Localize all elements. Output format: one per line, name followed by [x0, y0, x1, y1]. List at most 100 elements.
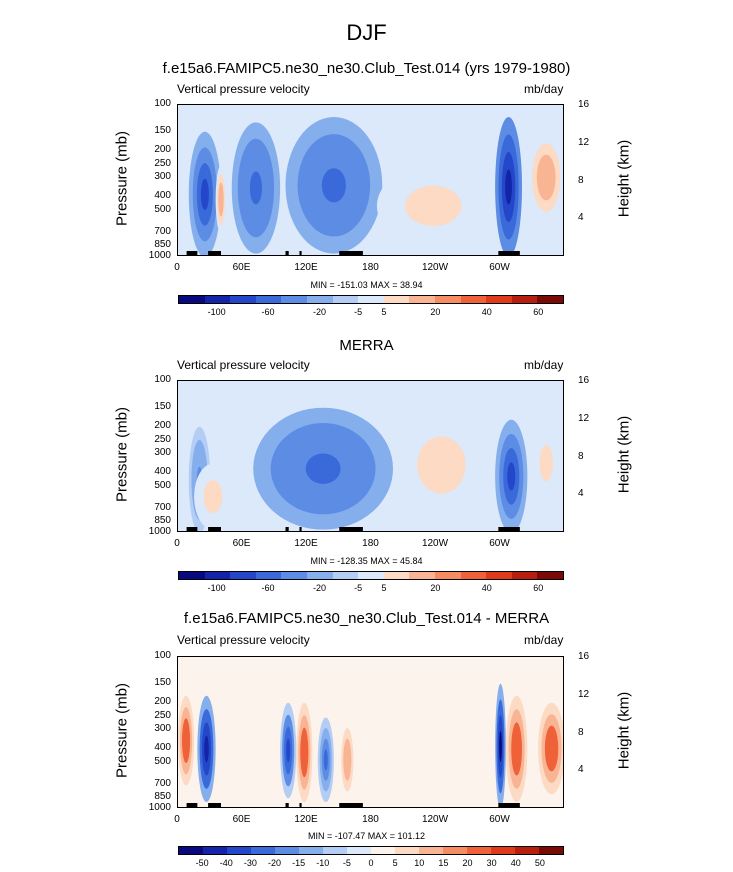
contour-region [302, 739, 307, 765]
units-label: mb/day [524, 82, 564, 96]
longitude-tick-label: 180 [362, 262, 379, 273]
y-axis-title: Pressure (mb) [113, 682, 131, 779]
variable-label: Vertical pressure velocity [177, 633, 310, 647]
contour-region [204, 735, 209, 763]
colorbar-segment [227, 847, 251, 854]
contour-region [345, 749, 350, 771]
contour-region [507, 462, 516, 491]
colorbar-segment [358, 296, 384, 303]
longitude-tick-label: 60W [489, 538, 510, 549]
min-max-text: MIN = -128.35 MAX = 45.84 [310, 556, 423, 566]
colorbar-segment [255, 296, 282, 303]
colorbar-segment [323, 847, 347, 854]
colorbar-segment [486, 296, 512, 303]
contour-region [505, 169, 512, 205]
pressure-tick-label: 250 [154, 434, 171, 446]
contour-region [429, 450, 454, 480]
height-tick-label: 4 [578, 212, 584, 224]
topography-mask [186, 803, 198, 807]
topography-mask [299, 527, 302, 531]
variable-label: Vertical pressure velocity [177, 82, 310, 96]
longitude-tick-label: 180 [362, 538, 379, 549]
colorbar-label: -30 [243, 858, 257, 868]
height-tick-label: 12 [578, 412, 590, 424]
colorbar [178, 846, 564, 855]
colorbar-segment [443, 847, 467, 854]
longitude-tick-label: 0 [174, 262, 180, 273]
colorbar-label: -60 [261, 583, 275, 593]
pressure-tick-label: 850 [154, 791, 171, 803]
variable-label: Vertical pressure velocity [177, 358, 310, 372]
y-axis-title: Pressure (mb) [113, 406, 131, 503]
colorbar-segment [409, 572, 435, 579]
min-max-text: MIN = -107.47 MAX = 101.12 [307, 831, 426, 841]
colorbar-label: -40 [219, 858, 233, 868]
colorbar [178, 571, 564, 580]
longitude-tick-label: 120E [294, 262, 318, 273]
contour-region [249, 171, 262, 205]
longitude-tick-label: 60E [232, 262, 251, 273]
pressure-tick-label: 400 [154, 189, 171, 201]
topography-mask [186, 527, 198, 531]
colorbar-label: -20 [267, 858, 281, 868]
pressure-tick-label: 400 [154, 465, 171, 477]
colorbar-label: 5 [381, 307, 387, 317]
colorbar-segment [537, 572, 563, 579]
contour-region [541, 166, 551, 189]
colorbar-label: 5 [381, 583, 387, 593]
contour-region [305, 453, 341, 484]
pressure-tick-label: 200 [154, 419, 171, 431]
longitude-tick-label: 60W [489, 262, 510, 273]
topography-mask [285, 527, 289, 531]
colorbar-segment [281, 572, 307, 579]
longitude-tick-label: 120W [421, 538, 449, 549]
colorbar-segment [383, 296, 410, 303]
colorbar-label: 40 [481, 583, 492, 593]
colorbar-segment [251, 847, 275, 854]
height-tick-label: 16 [578, 375, 590, 387]
colorbar-label: -15 [292, 858, 306, 868]
topography-mask [186, 251, 198, 255]
pressure-tick-label: 250 [154, 158, 171, 170]
colorbar-segment [460, 572, 487, 579]
contour-region [184, 729, 189, 752]
heatmap-svg [178, 105, 563, 255]
colorbar-segment [434, 296, 461, 303]
heatmap-plot [177, 380, 564, 532]
topography-mask [339, 803, 363, 807]
pressure-tick-label: 700 [154, 226, 171, 238]
height-tick-label: 12 [578, 136, 590, 148]
colorbar-label: 20 [430, 307, 441, 317]
colorbar-segment [467, 847, 491, 854]
longitude-tick-label: 60E [232, 814, 251, 825]
heatmap-svg [178, 657, 563, 807]
pressure-tick-label: 1000 [148, 526, 171, 537]
colorbar-segment [358, 572, 384, 579]
longitude-tick-label: 120E [294, 814, 318, 825]
height-tick-label: 12 [578, 688, 590, 700]
colorbar-label: 0 [368, 858, 374, 868]
colorbar-label: -100 [207, 583, 226, 593]
topography-mask [210, 251, 221, 255]
pressure-tick-label: 1000 [148, 802, 171, 813]
colorbar-segment [179, 847, 203, 854]
pressure-tick-label: 500 [154, 204, 171, 216]
heatmap-plot [177, 104, 564, 256]
topography-mask [505, 527, 520, 531]
colorbar-segment [204, 296, 231, 303]
colorbar-segment [486, 572, 512, 579]
contour-region [208, 488, 218, 505]
colorbar-segment [537, 296, 563, 303]
contour-region [219, 190, 223, 208]
pressure-tick-label: 100 [154, 98, 171, 109]
pressure-tick-label: 300 [154, 446, 171, 458]
height-tick-label: 8 [578, 174, 584, 186]
colorbar-segment [434, 572, 461, 579]
units-label: mb/day [524, 358, 564, 372]
pressure-tick-label: 300 [154, 170, 171, 182]
longitude-tick-label: 60E [232, 538, 251, 549]
pressure-tick-label: 100 [154, 374, 171, 385]
heatmap-plot [177, 656, 564, 808]
pressure-tick-label: 200 [154, 143, 171, 155]
colorbar-label: 20 [462, 858, 473, 868]
